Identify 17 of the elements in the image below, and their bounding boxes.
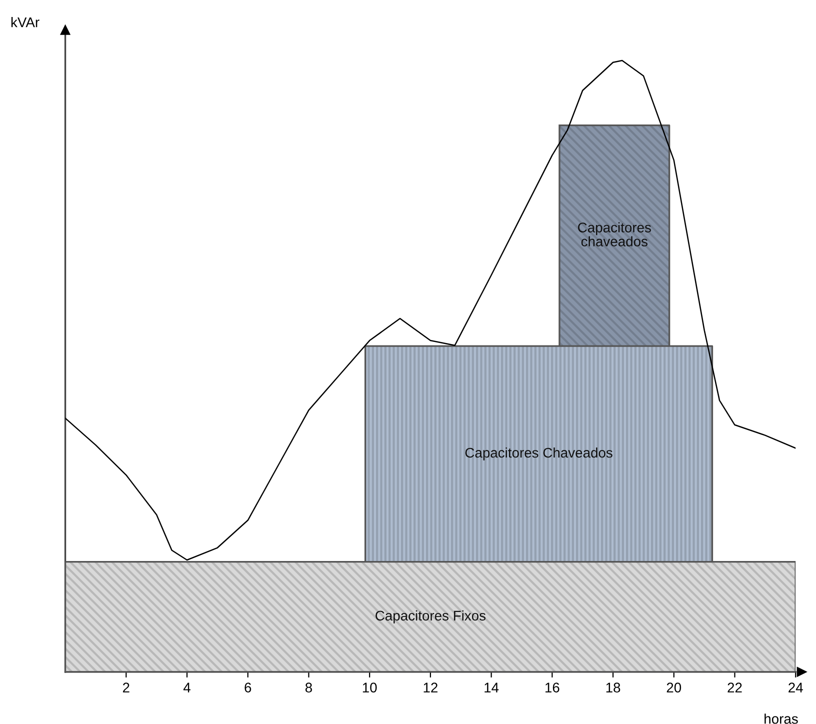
x-tick-label: 16	[545, 682, 560, 692]
x-tick-label: 20	[666, 682, 682, 692]
x-tick-label: 2	[122, 682, 130, 692]
y-axis-title: kVAr	[11, 17, 40, 28]
x-tick-label: 14	[484, 682, 499, 692]
x-tick-label: 22	[728, 682, 742, 692]
series-label: Capacitores Fixos	[376, 610, 486, 624]
series-label: Capacitores Chaveados	[465, 447, 612, 460]
x-tick-label: 8	[305, 682, 312, 692]
series-label: Capacitores chaveados	[578, 222, 651, 246]
x-tick-label: 4	[183, 682, 190, 692]
x-axis-title: horas	[764, 714, 798, 724]
x-tick-label: 12	[424, 682, 438, 692]
x-tick-label: 24	[788, 682, 803, 692]
x-tick-label: 18	[606, 682, 620, 692]
x-tick-label: 6	[244, 682, 252, 692]
x-tick-label: 10	[362, 682, 377, 692]
